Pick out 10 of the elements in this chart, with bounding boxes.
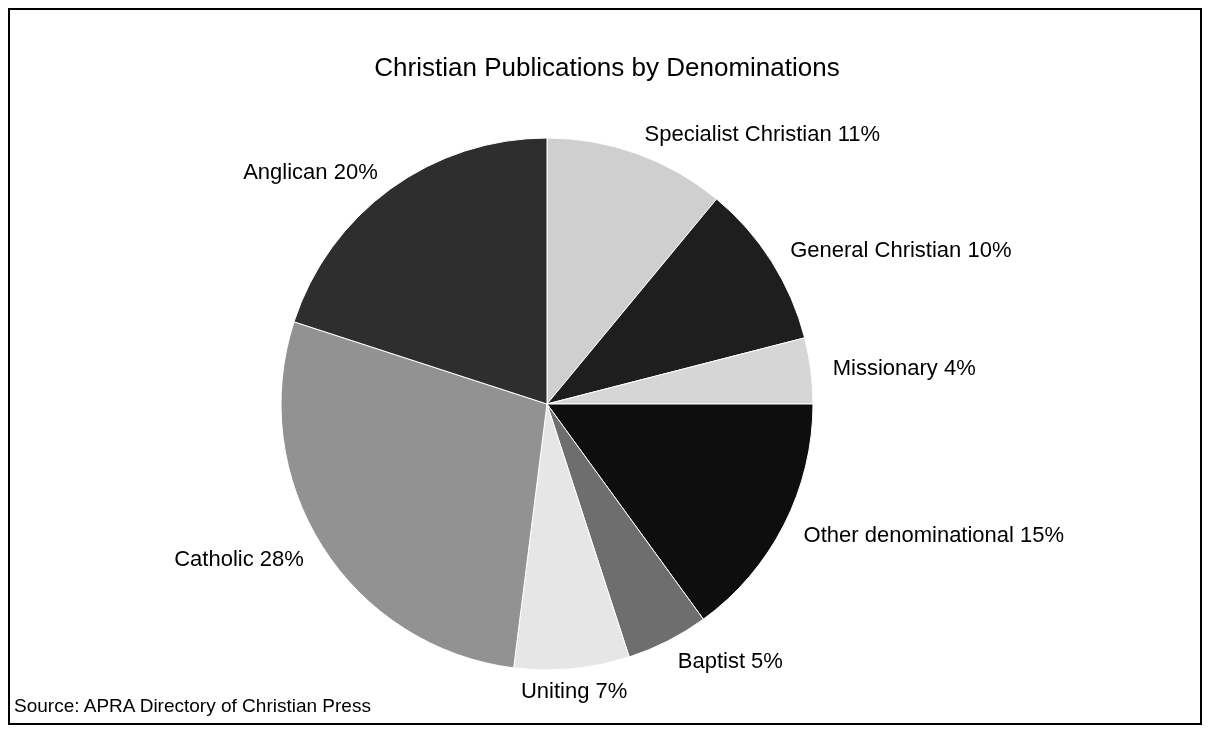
slice-label: Anglican 20% [243, 158, 378, 184]
slice-label: Uniting 7% [520, 678, 628, 704]
slice-label: Catholic 28% [174, 545, 304, 571]
slice-label: Other denominational 15% [803, 522, 1065, 548]
slice-label: Specialist Christian 11% [644, 120, 881, 146]
chart-title: Christian Publications by Denominations [373, 52, 841, 83]
source-note: Source: APRA Directory of Christian Press [14, 695, 371, 717]
slice-label: Baptist 5% [677, 648, 783, 674]
slice-label: Missionary 4% [832, 355, 976, 381]
slice-label: General Christian 10% [790, 237, 1012, 263]
